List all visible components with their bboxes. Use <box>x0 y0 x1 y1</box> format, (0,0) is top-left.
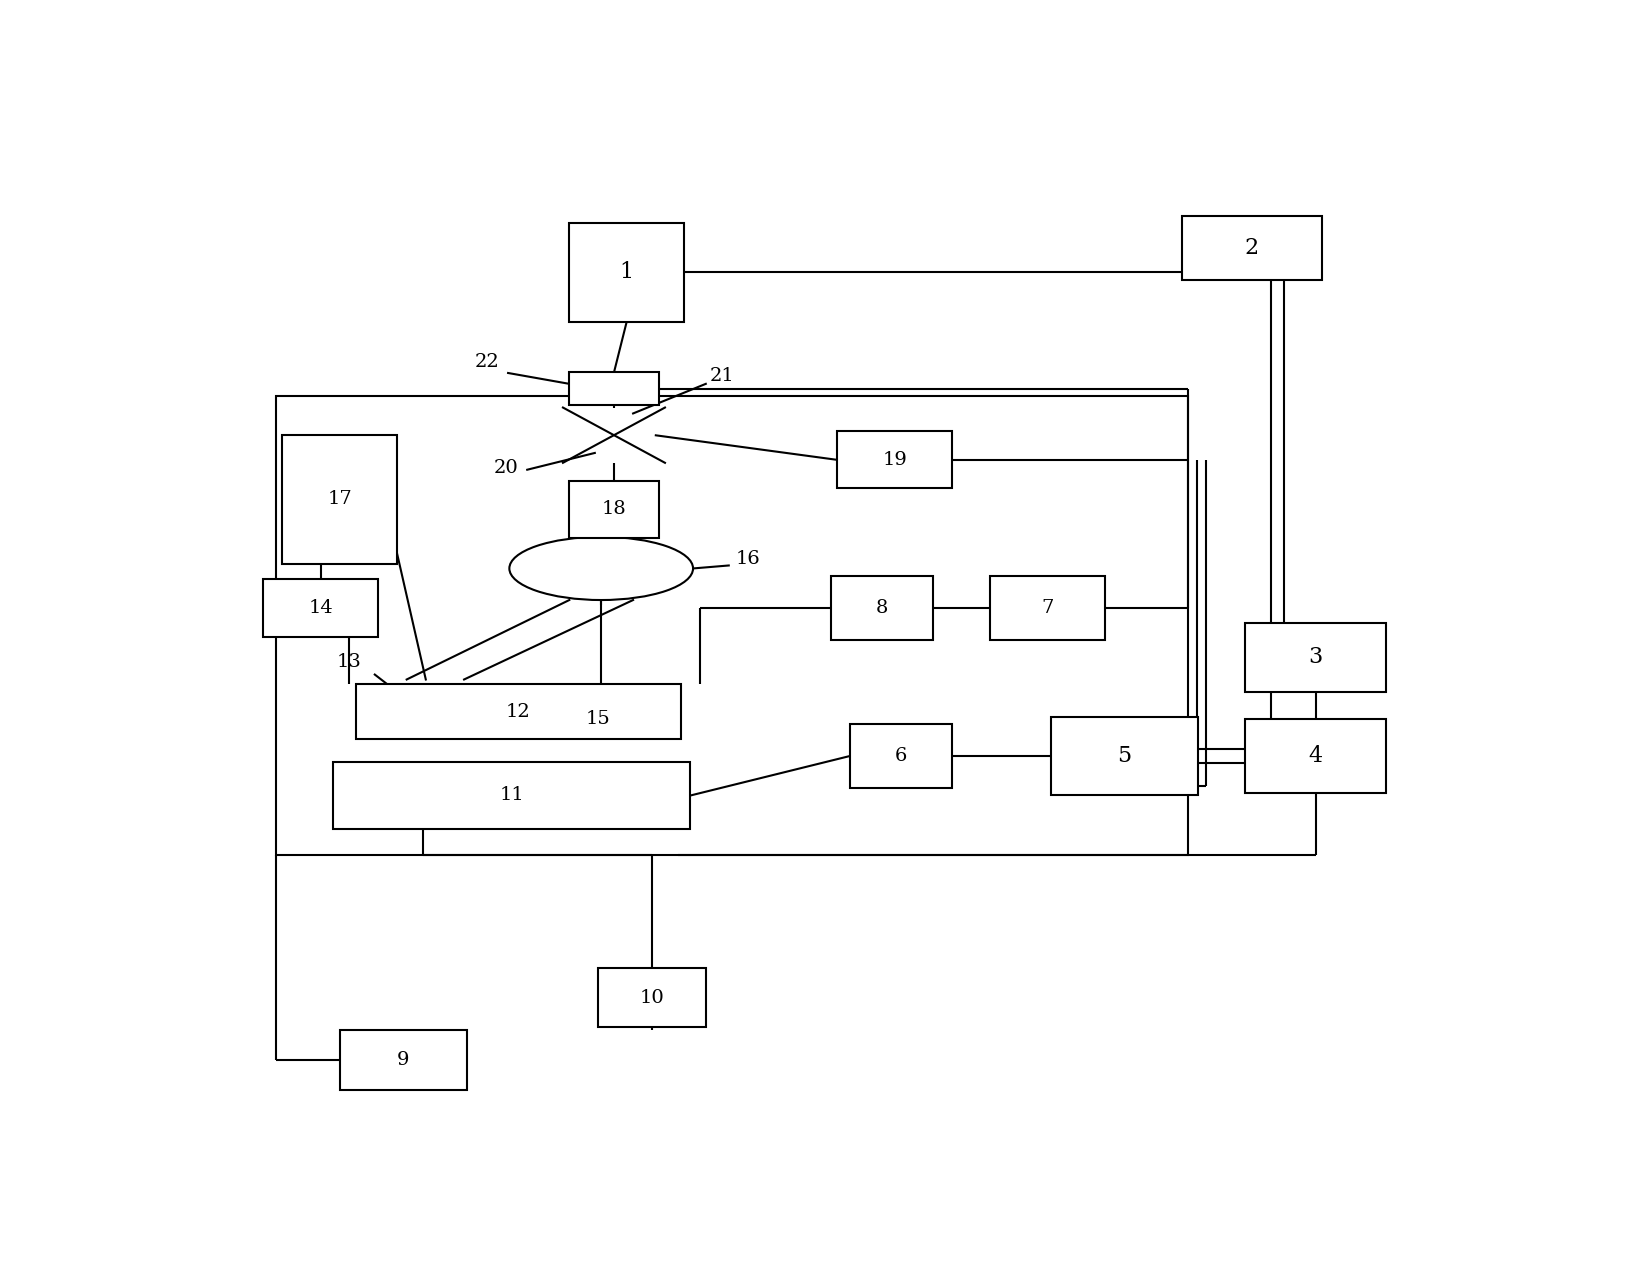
Ellipse shape <box>509 537 693 600</box>
Text: 2: 2 <box>1244 237 1259 259</box>
Bar <box>991 576 1104 640</box>
Text: 1: 1 <box>619 262 634 283</box>
Text: 13: 13 <box>336 653 362 670</box>
Text: 9: 9 <box>397 1051 410 1069</box>
Text: 5: 5 <box>1118 745 1131 767</box>
Text: 14: 14 <box>308 599 332 617</box>
Text: 15: 15 <box>586 710 611 728</box>
Text: 11: 11 <box>499 786 525 805</box>
Bar <box>570 373 658 405</box>
Bar <box>570 481 658 538</box>
Text: 21: 21 <box>709 367 734 385</box>
Bar <box>1246 719 1386 794</box>
Text: 10: 10 <box>640 988 665 1006</box>
Bar <box>597 968 706 1027</box>
Bar <box>1182 215 1322 279</box>
Text: 18: 18 <box>601 500 627 518</box>
Text: 4: 4 <box>1309 745 1323 767</box>
Text: 7: 7 <box>1042 599 1053 617</box>
Text: 16: 16 <box>736 550 760 568</box>
Text: 22: 22 <box>474 353 499 370</box>
Text: 20: 20 <box>494 459 518 477</box>
Bar <box>1050 717 1198 795</box>
Bar <box>838 431 951 488</box>
Bar <box>356 685 681 738</box>
Text: 19: 19 <box>882 451 907 469</box>
Bar <box>263 579 379 637</box>
Bar <box>1246 623 1386 692</box>
Bar <box>277 396 1188 855</box>
Text: 17: 17 <box>328 490 352 509</box>
Bar <box>339 1031 467 1090</box>
Bar <box>570 223 685 322</box>
Text: 12: 12 <box>505 703 530 720</box>
Text: 8: 8 <box>876 599 889 617</box>
Bar <box>283 435 397 564</box>
Bar <box>332 762 691 829</box>
Text: 6: 6 <box>895 747 907 765</box>
Bar <box>849 724 951 788</box>
Text: 3: 3 <box>1309 646 1323 668</box>
Bar <box>831 576 933 640</box>
